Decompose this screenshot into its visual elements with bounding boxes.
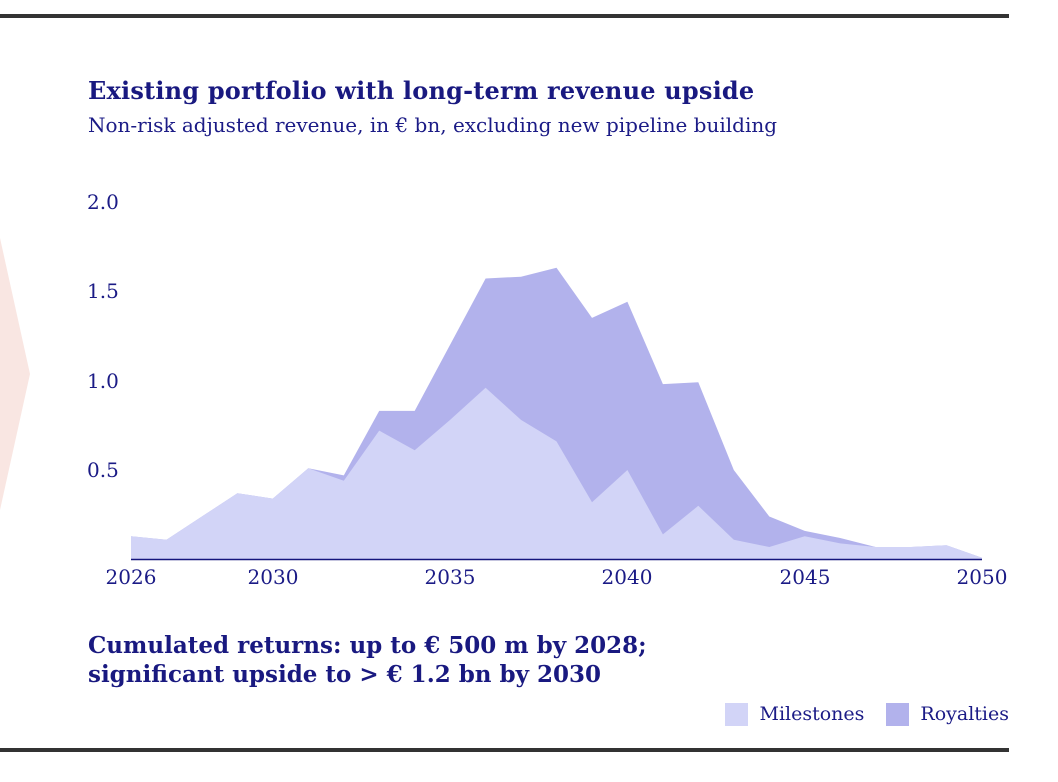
legend-label-royalties: Royalties (920, 703, 1009, 725)
bottom-rule (0, 748, 1009, 752)
y-tick-label: 0.5 (87, 458, 119, 482)
x-tick-label: 2050 (956, 565, 1008, 589)
legend-item-royalties: Royalties (886, 703, 1009, 726)
x-tick-label: 2045 (779, 565, 831, 589)
x-tick-label: 2035 (424, 565, 476, 589)
chart-legend: Milestones Royalties (725, 703, 1009, 726)
chevron-decoration (0, 238, 30, 510)
legend-item-milestones: Milestones (725, 703, 864, 726)
royalties-swatch-icon (886, 703, 910, 726)
page-subtitle: Non-risk adjusted revenue, in € bn, excl… (88, 113, 778, 137)
milestones-swatch-icon (725, 703, 749, 726)
x-tick-label: 2026 (105, 565, 157, 589)
x-tick-label: 2040 (601, 565, 653, 589)
y-tick-label: 2.0 (87, 190, 119, 214)
chart-header: Existing portfolio with long-term revenu… (88, 76, 988, 138)
key-message-line-2: significant upside to > € 1.2 bn by 2030 (88, 661, 601, 688)
key-message: Cumulated returns: up to € 500 m by 2028… (88, 631, 647, 689)
y-tick-label: 1.5 (87, 279, 119, 303)
x-tick-label: 2030 (247, 565, 299, 589)
milestones-area (131, 387, 982, 560)
legend-label-milestones: Milestones (759, 703, 865, 725)
page-title: Existing portfolio with long-term revenu… (88, 76, 755, 105)
y-tick-label: 1.0 (87, 369, 119, 393)
key-message-line-1: Cumulated returns: up to € 500 m by 2028… (88, 632, 647, 659)
top-rule (0, 14, 1009, 18)
